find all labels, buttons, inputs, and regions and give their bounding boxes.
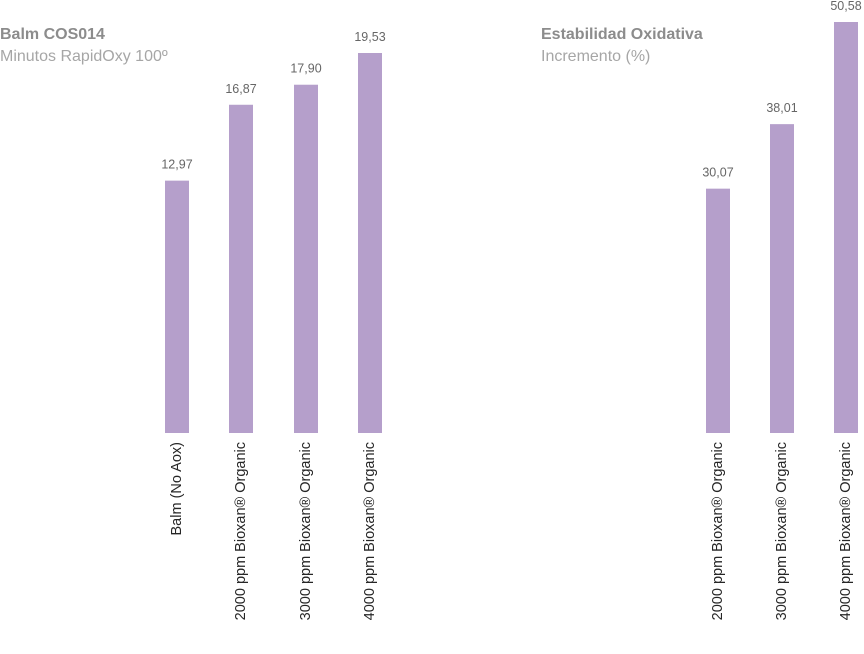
bar-group bbox=[706, 22, 858, 434]
bar bbox=[358, 53, 382, 433]
bar-value-label: 50,58 bbox=[830, 0, 861, 13]
bar-value-label: 16,87 bbox=[225, 82, 256, 96]
bar-group bbox=[165, 53, 382, 434]
value-label-group: 12,97 16,87 17,90 19,53 bbox=[161, 30, 385, 172]
chart-balm-rapidoxy: Balm COS014 Minutos RapidOxy 100º 12,971… bbox=[0, 26, 386, 620]
bar bbox=[165, 180, 189, 433]
chart-estabilidad-oxidativa: Estabilidad Oxidativa Incremento (%) 30,… bbox=[541, 0, 862, 620]
value-label-group: 30,07 38,01 50,58 bbox=[702, 0, 861, 180]
chart-subtitle: Minutos RapidOxy 100º bbox=[0, 48, 168, 65]
chart-title: Estabilidad Oxidativa bbox=[541, 26, 703, 43]
bar-value-label: 12,97 bbox=[161, 158, 192, 172]
category-label: 2000 ppm Bioxan® Organic bbox=[710, 442, 726, 620]
bar bbox=[706, 188, 730, 433]
category-label-group: Balm (No Aox) 2000 ppm Bioxan® Organic 300… bbox=[169, 442, 378, 620]
bar bbox=[834, 22, 858, 433]
bar bbox=[294, 84, 318, 434]
category-label: 4000 ppm Bioxan® Organic bbox=[838, 442, 854, 620]
chart-subtitle: Incremento (%) bbox=[541, 48, 650, 65]
bar bbox=[770, 124, 794, 434]
chart-title: Balm COS014 bbox=[0, 26, 105, 43]
category-label: 3000 ppm Bioxan® Organic bbox=[298, 442, 314, 620]
category-label: Balm (No Aox) bbox=[169, 442, 185, 535]
bar bbox=[229, 104, 253, 433]
category-label: 3000 ppm Bioxan® Organic bbox=[774, 442, 790, 620]
bar-value-label: 38,01 bbox=[766, 101, 797, 115]
bar-value-label: 30,07 bbox=[702, 166, 733, 180]
category-label-group: 2000 ppm Bioxan® Organic 3000 ppm Bioxan®… bbox=[710, 442, 854, 620]
category-label: 4000 ppm Bioxan® Organic bbox=[362, 442, 378, 620]
bar-value-label: 17,90 bbox=[290, 62, 321, 76]
category-label: 2000 ppm Bioxan® Organic bbox=[233, 442, 249, 620]
bar-value-label: 19,53 bbox=[354, 30, 385, 44]
